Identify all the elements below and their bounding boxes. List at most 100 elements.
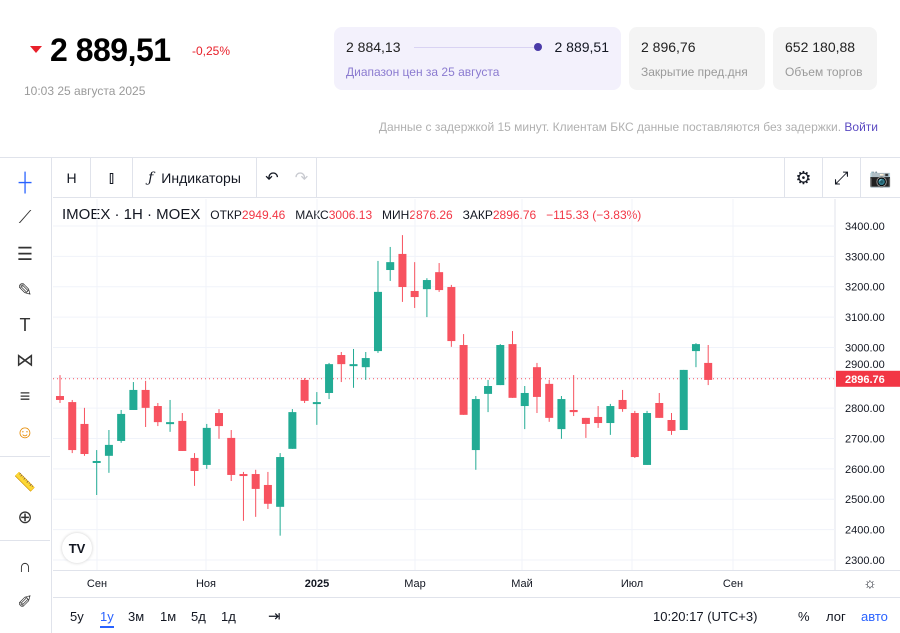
candle-body bbox=[398, 253, 407, 288]
parallel-lines-icon[interactable]: ☰ bbox=[16, 243, 34, 264]
candle bbox=[141, 380, 150, 427]
range-3m[interactable]: 3м bbox=[128, 609, 145, 624]
log-toggle[interactable]: лог bbox=[826, 609, 846, 624]
range-1y[interactable]: 1y bbox=[100, 609, 114, 628]
candle-body bbox=[129, 389, 138, 410]
divider bbox=[0, 157, 900, 158]
candle-body bbox=[117, 413, 126, 441]
candle bbox=[643, 410, 652, 465]
candle-body bbox=[691, 344, 700, 352]
magnet-icon[interactable]: ∩ bbox=[18, 555, 32, 576]
y-tick-label: 3300.00 bbox=[845, 251, 885, 263]
candle bbox=[153, 402, 162, 427]
candle bbox=[349, 348, 358, 388]
percent-toggle[interactable]: % bbox=[798, 609, 810, 624]
lock-drawings-icon[interactable]: ✐ bbox=[17, 591, 33, 612]
candle-body bbox=[532, 367, 541, 397]
range-5d[interactable]: 5д bbox=[191, 609, 206, 624]
candle-body bbox=[141, 389, 150, 408]
close-label: ЗАКР bbox=[462, 208, 493, 222]
undo-icon[interactable]: ↶ bbox=[265, 170, 279, 187]
login-link[interactable]: Войти bbox=[844, 120, 878, 134]
fib-icon[interactable]: ≡ bbox=[19, 385, 31, 406]
candle-body bbox=[569, 409, 578, 413]
settings-icon[interactable]: ⚙ bbox=[784, 158, 822, 198]
x-tick: Ноя bbox=[195, 578, 217, 590]
prev-close-value: 2 896,76 bbox=[641, 39, 696, 55]
x-tick: 2025 bbox=[304, 578, 330, 590]
candle-body bbox=[545, 383, 554, 418]
candle-body bbox=[56, 396, 64, 400]
emoji-icon[interactable]: ☺ bbox=[15, 421, 35, 442]
candlestick-chart[interactable]: 3400.00 3300.00 3200.00 3100.00 3000.00 2900.… bbox=[53, 199, 900, 570]
candle bbox=[569, 375, 578, 417]
candle-body bbox=[667, 420, 676, 431]
candle-body bbox=[80, 423, 89, 455]
candle bbox=[557, 396, 566, 439]
range-1m[interactable]: 1м bbox=[160, 609, 177, 624]
candle-body bbox=[153, 406, 162, 423]
auto-toggle[interactable]: авто bbox=[861, 609, 888, 624]
candle bbox=[104, 430, 113, 473]
crosshair-icon[interactable]: ┼ bbox=[18, 171, 32, 192]
indicators-button[interactable]: ƒ Индикаторы bbox=[133, 158, 257, 198]
y-tick-label: 3200.00 bbox=[845, 282, 885, 294]
y-tick-label: 3400.00 bbox=[845, 221, 885, 233]
change-value: −115.33 (−3.83%) bbox=[546, 208, 642, 222]
candle-body bbox=[630, 413, 639, 458]
candle-body bbox=[594, 416, 603, 424]
axis-settings-icon[interactable]: ☼ bbox=[863, 575, 877, 592]
candle bbox=[410, 262, 419, 308]
interval-button[interactable]: H bbox=[53, 158, 91, 198]
candle bbox=[520, 385, 529, 430]
y-tick-label: 2400.00 bbox=[845, 525, 885, 537]
clock-time[interactable]: 10:20:17 (UTC+3) bbox=[653, 609, 758, 624]
candle-body bbox=[337, 355, 346, 365]
candle bbox=[68, 399, 77, 454]
candle bbox=[337, 351, 346, 383]
y-tick-label: 2900.00 bbox=[845, 359, 885, 371]
volume-label: Объем торгов bbox=[785, 65, 863, 79]
candle-body bbox=[190, 457, 199, 472]
candle-body bbox=[178, 420, 187, 451]
x-tick: Мар bbox=[404, 578, 426, 590]
candle bbox=[545, 379, 554, 422]
candle bbox=[459, 334, 468, 415]
zoom-in-icon[interactable]: ⊕ bbox=[17, 506, 33, 527]
candle bbox=[288, 409, 297, 449]
candles-icon[interactable]: ⫾ bbox=[91, 158, 133, 198]
fullscreen-icon[interactable]: ⤢ bbox=[822, 158, 860, 198]
candle-body bbox=[704, 362, 713, 380]
candle bbox=[80, 407, 89, 456]
range-5y[interactable]: 5y bbox=[70, 609, 84, 624]
candle-body bbox=[386, 262, 395, 271]
tradingview-logo[interactable]: TV bbox=[62, 533, 92, 563]
candle bbox=[618, 389, 627, 412]
redo-icon[interactable]: ↷ bbox=[287, 158, 317, 198]
candle-body bbox=[581, 417, 590, 424]
goto-date-icon[interactable]: ⇥ bbox=[268, 608, 281, 625]
x-tick: Июл bbox=[620, 578, 644, 590]
candle bbox=[251, 469, 260, 517]
candle bbox=[667, 413, 676, 435]
range-1d[interactable]: 1д bbox=[221, 609, 236, 624]
text-icon[interactable]: T bbox=[19, 314, 31, 335]
fx-icon: ƒ bbox=[148, 170, 154, 186]
candle-body bbox=[679, 369, 688, 431]
high-label: МАКС bbox=[295, 208, 329, 222]
prev-close-card: 2 896,76 Закрытие пред.дня bbox=[629, 27, 765, 90]
volume-value: 652 180,88 bbox=[785, 39, 856, 55]
ruler-icon[interactable]: 📏 bbox=[13, 471, 37, 492]
brush-icon[interactable]: ✎ bbox=[17, 279, 33, 300]
trendline-icon[interactable]: ⟋ bbox=[18, 206, 32, 227]
high-value: 3006.13 bbox=[328, 208, 373, 222]
down-arrow-icon bbox=[30, 46, 42, 53]
candle bbox=[373, 260, 382, 353]
candle bbox=[312, 392, 321, 425]
candle bbox=[361, 351, 370, 380]
current-price: 2 889,51 bbox=[50, 32, 171, 68]
pattern-icon[interactable]: ⋈ bbox=[16, 349, 34, 370]
open-value: 2949.46 bbox=[241, 208, 286, 222]
candle bbox=[227, 430, 236, 482]
screenshot-icon[interactable]: 📷 bbox=[860, 158, 900, 198]
